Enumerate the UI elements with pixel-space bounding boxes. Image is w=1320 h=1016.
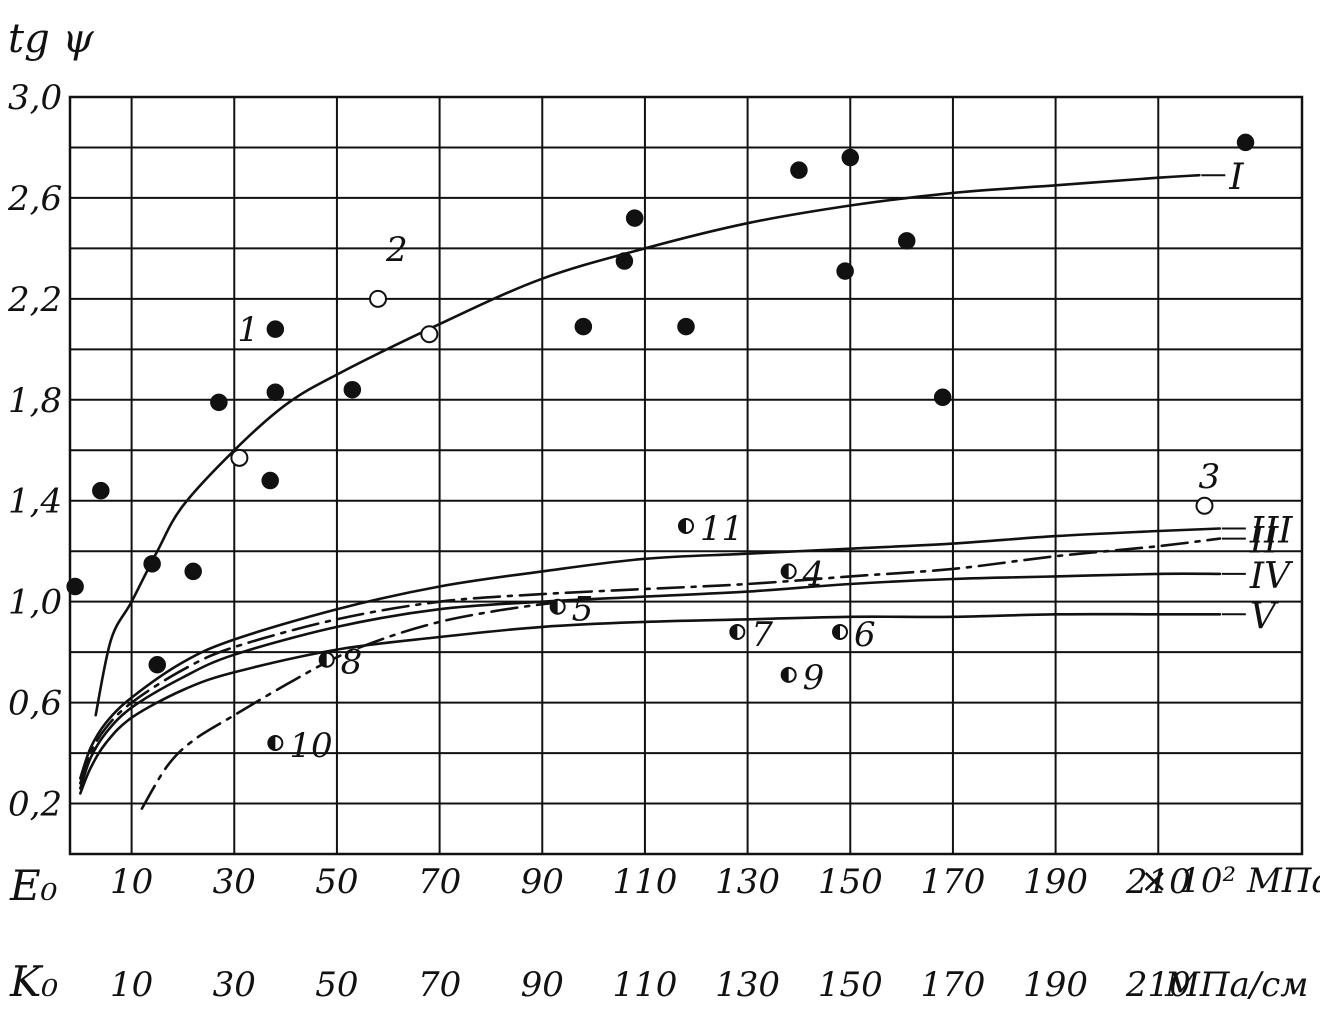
point-half-fill bbox=[679, 518, 686, 533]
x-axis-e-label: E₀ bbox=[9, 861, 58, 910]
x-tick-label-k: 150 bbox=[818, 965, 883, 1005]
point-label: 5 bbox=[572, 590, 594, 630]
x-tick-label-k: 30 bbox=[213, 965, 256, 1005]
point-filled bbox=[625, 209, 644, 227]
curve-i bbox=[94, 173, 1201, 717]
point-label: 3 bbox=[1198, 457, 1220, 497]
point-filled bbox=[148, 656, 167, 674]
point-filled bbox=[841, 148, 860, 167]
point-open bbox=[1195, 496, 1214, 515]
point-label: 6 bbox=[854, 615, 876, 655]
point-filled bbox=[266, 383, 285, 401]
point-filled bbox=[143, 555, 161, 573]
curve-label: III bbox=[1249, 510, 1293, 551]
x-tick-label-k: 210 bbox=[1125, 965, 1191, 1005]
x-axis-k-unit: МПа/см bbox=[1164, 965, 1308, 1005]
x-tick-label-k: 10 bbox=[110, 965, 153, 1005]
point-half-fill bbox=[781, 667, 789, 682]
curves bbox=[79, 173, 1222, 810]
point-label: 7 bbox=[751, 615, 773, 655]
point-filled bbox=[266, 320, 285, 338]
x-tick-label-e: 130 bbox=[715, 862, 780, 902]
y-tick-label: 0,2 bbox=[8, 785, 62, 825]
point-filled bbox=[1236, 133, 1255, 152]
x-tick-label-k: 190 bbox=[1023, 965, 1088, 1005]
grid bbox=[70, 97, 1302, 854]
x-tick-label-k: 70 bbox=[418, 965, 461, 1005]
curve-label: II bbox=[1249, 521, 1279, 562]
y-tick-label: 1,0 bbox=[8, 583, 62, 623]
point-filled bbox=[897, 232, 916, 250]
x-axis-e-unit: × 10² МПа bbox=[1140, 861, 1320, 901]
x-tick-label-k: 50 bbox=[315, 965, 358, 1005]
point-half-fill bbox=[730, 624, 738, 639]
curve-unlabeled bbox=[140, 600, 570, 810]
x-tick-label-e: 50 bbox=[315, 862, 358, 902]
point-filled bbox=[66, 577, 84, 596]
x-tick-label-e: 70 bbox=[418, 862, 461, 902]
y-tick-label: 1,8 bbox=[8, 381, 62, 421]
data-points bbox=[66, 133, 1255, 751]
point-filled bbox=[574, 317, 593, 336]
point-half-fill bbox=[781, 564, 789, 579]
point-label: 4 bbox=[802, 554, 825, 594]
x-tick-label-k: 90 bbox=[521, 965, 564, 1005]
point-label: 11 bbox=[700, 509, 743, 549]
point-filled bbox=[184, 562, 202, 581]
point-label: 1 bbox=[237, 310, 259, 350]
x-tick-label-e: 90 bbox=[521, 862, 564, 902]
y-tick-label: 2,6 bbox=[7, 179, 62, 219]
x-axis-k-label: K₀ bbox=[9, 957, 58, 1006]
point-open bbox=[420, 325, 439, 344]
point-label: 10 bbox=[289, 726, 332, 766]
curve-v bbox=[79, 612, 1222, 795]
x-tick-label-e: 10 bbox=[110, 862, 153, 902]
point-filled bbox=[343, 380, 362, 399]
x-tick-label-k: 110 bbox=[612, 965, 677, 1005]
x-tick-label-e: 190 bbox=[1023, 862, 1088, 902]
curve-iii bbox=[79, 527, 1222, 780]
y-tick-label: 2,2 bbox=[7, 280, 62, 320]
curve-label: V bbox=[1250, 596, 1280, 637]
point-filled bbox=[261, 471, 279, 490]
point-half-fill bbox=[550, 599, 558, 614]
point-filled bbox=[790, 161, 808, 179]
x-tick-label-k: 130 bbox=[715, 965, 780, 1005]
point-label: 8 bbox=[341, 643, 363, 683]
x-tick-label-e: 210 bbox=[1125, 862, 1191, 902]
x-tick-label-e: 30 bbox=[213, 862, 256, 902]
y-tick-label: 1,4 bbox=[8, 482, 62, 522]
point-filled bbox=[210, 393, 228, 412]
y-tick-label: 3,0 bbox=[8, 78, 62, 118]
point-label: 2 bbox=[385, 230, 408, 270]
x-tick-label-e: 150 bbox=[818, 862, 883, 902]
curve-iv bbox=[79, 572, 1222, 790]
point-label: 9 bbox=[803, 658, 825, 698]
curve-label: I bbox=[1228, 157, 1244, 198]
point-open bbox=[230, 448, 249, 467]
curve-label: IV bbox=[1249, 556, 1294, 597]
point-half-fill bbox=[319, 652, 327, 667]
point-filled bbox=[615, 252, 634, 270]
point-half-fill bbox=[833, 624, 840, 639]
y-axis-label: tg ψ bbox=[8, 16, 94, 62]
point-half-fill bbox=[268, 735, 276, 750]
point-filled bbox=[836, 262, 854, 280]
plot-frame bbox=[68, 95, 1304, 856]
y-tick-label: 0,6 bbox=[8, 684, 62, 724]
point-filled bbox=[677, 317, 695, 336]
x-tick-label-e: 170 bbox=[920, 862, 985, 902]
point-open bbox=[369, 289, 387, 308]
x-tick-label-k: 170 bbox=[920, 965, 985, 1005]
curve-ii bbox=[79, 537, 1222, 785]
labels: 1010303050507070909011011013013015015017… bbox=[7, 78, 1294, 1005]
x-tick-label-e: 110 bbox=[612, 862, 677, 902]
point-filled bbox=[933, 388, 952, 407]
point-filled bbox=[92, 481, 110, 500]
